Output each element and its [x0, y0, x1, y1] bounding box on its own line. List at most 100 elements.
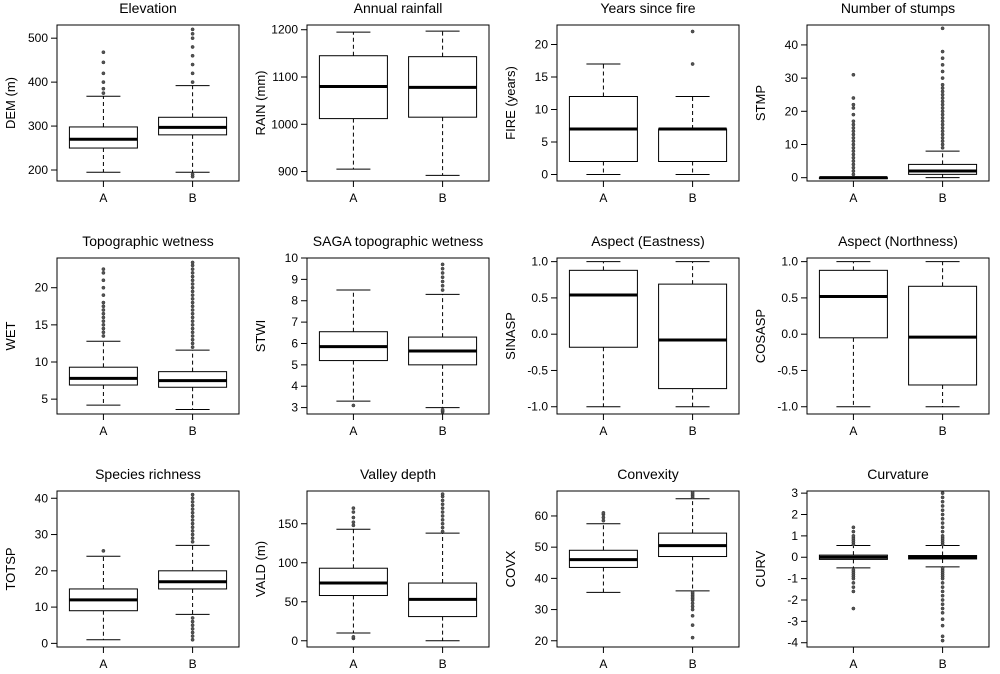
y-tick-label: -1: [787, 572, 798, 586]
chart-panel-0: Elevation 200 300 400 500 DEM (m) A B: [3, 0, 240, 205]
outlier-point: [851, 534, 856, 538]
y-axis-label: CURV: [753, 550, 768, 587]
outlier-point: [940, 99, 945, 104]
outlier-point: [440, 525, 445, 530]
outlier-point: [940, 602, 945, 607]
x-tick-label: A: [849, 424, 857, 438]
y-tick-label: 6: [291, 336, 298, 350]
outlier-point: [940, 26, 945, 31]
outlier-point: [440, 518, 445, 522]
iqr-box: [658, 128, 728, 162]
chart-title: Number of stumps: [841, 0, 955, 16]
outlier-point: [101, 315, 106, 320]
outlier-point: [940, 119, 945, 124]
chart-title: Topographic wetness: [82, 233, 214, 249]
outlier-point: [940, 512, 945, 517]
y-tick-label: 9: [291, 272, 298, 286]
outlier-point: [851, 96, 856, 100]
outlier-point: [190, 330, 195, 335]
y-tick-label: 5: [541, 135, 548, 149]
outlier-point: [190, 267, 195, 271]
outlier-point: [190, 326, 195, 331]
box-B: [908, 26, 978, 179]
outlier-point: [101, 326, 106, 331]
outlier-point: [101, 267, 106, 271]
x-tick-label: B: [189, 191, 197, 205]
outlier-point: [101, 300, 106, 305]
outlier-point: [940, 49, 945, 54]
box-A: [818, 261, 888, 408]
outlier-point: [190, 536, 195, 541]
outlier-point: [690, 490, 695, 495]
outlier-point: [190, 637, 195, 642]
outlier-point: [440, 521, 445, 526]
y-tick-label: 0: [541, 168, 548, 182]
outlier-point: [940, 593, 945, 598]
y-tick-label: -0.5: [527, 363, 548, 377]
outlier-point: [440, 498, 445, 503]
y-axis-label: TOTSP: [3, 547, 18, 590]
outlier-point: [190, 53, 195, 58]
box-A: [68, 50, 138, 173]
x-tick-label: A: [849, 191, 857, 205]
iqr-box: [908, 163, 978, 175]
outlier-point: [940, 82, 945, 87]
outlier-point: [190, 634, 195, 638]
outlier-point: [101, 293, 106, 297]
outlier-point: [601, 515, 606, 520]
outlier-point: [190, 71, 195, 76]
outlier-point: [101, 311, 106, 316]
y-tick-label: 1000: [271, 117, 298, 131]
outlier-point: [851, 72, 856, 77]
y-tick-label: 3: [791, 486, 798, 500]
outlier-point: [190, 334, 195, 338]
y-tick-label: 20: [35, 281, 49, 295]
chart-title: Species richness: [95, 466, 201, 482]
outlier-point: [940, 610, 945, 615]
outlier-point: [851, 581, 856, 585]
y-tick-label: 10: [535, 103, 549, 117]
outlier-point: [101, 50, 106, 55]
plot-frame: [806, 490, 990, 648]
chart-title: Years since fire: [600, 0, 695, 16]
outlier-point: [190, 503, 195, 508]
outlier-point: [851, 159, 856, 163]
outlier-point: [101, 278, 106, 283]
y-tick-label: 5: [41, 392, 48, 406]
outlier-point: [101, 91, 106, 95]
box-A: [568, 261, 638, 408]
outlier-point: [940, 617, 945, 622]
chart-panel-7: Aspect (Northness) -1.0 -0.5 0.0 0.5 1.0 COSAS…: [753, 233, 990, 438]
y-tick-label: 0.0: [531, 327, 548, 341]
outlier-point: [940, 69, 945, 74]
outlier-point: [190, 260, 195, 265]
iqr-box: [818, 269, 888, 339]
outlier-point: [851, 589, 856, 594]
outlier-point: [101, 60, 106, 65]
outlier-point: [351, 403, 356, 408]
outlier-point: [940, 589, 945, 594]
chart-panel-4: Topographic wetness 5 10 15 20 WET A B: [3, 233, 240, 438]
outlier-point: [190, 521, 195, 526]
y-tick-label: -3: [787, 614, 798, 628]
y-tick-label: 20: [535, 634, 549, 648]
outlier-point: [940, 102, 945, 107]
y-tick-label: 60: [535, 509, 549, 523]
outlier-point: [440, 271, 445, 275]
outlier-point: [190, 532, 195, 537]
chart-panel-1: Annual rainfall 900 1000 1100 1200 RAIN (mm) A…: [253, 0, 490, 205]
outlier-point: [940, 142, 945, 147]
y-axis-label: STMP: [753, 85, 768, 121]
y-tick-label: 0: [791, 550, 798, 564]
outlier-point: [190, 285, 195, 290]
box-B: [158, 260, 228, 411]
outlier-point: [940, 534, 945, 538]
y-tick-label: 0.5: [531, 291, 548, 305]
x-tick-label: B: [939, 424, 947, 438]
y-axis-label: COVX: [503, 550, 518, 587]
chart-title: Aspect (Northness): [838, 233, 958, 249]
outlier-point: [940, 495, 945, 500]
outlier-point: [940, 638, 945, 643]
outlier-point: [440, 502, 445, 507]
